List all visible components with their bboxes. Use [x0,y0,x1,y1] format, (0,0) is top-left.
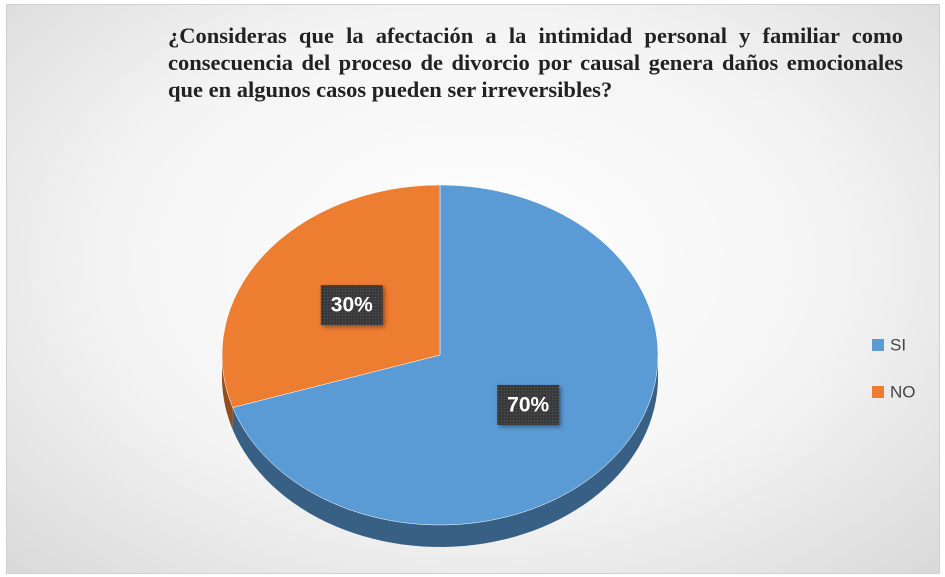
data-label: 30% [331,294,373,317]
legend-swatch [872,386,884,398]
slice-side [222,355,233,430]
legend-label: SI [890,335,906,354]
label-box [497,384,560,425]
label-box [320,285,383,326]
legend-swatch [872,339,884,351]
legend-label: NO [890,382,916,401]
chart-title: ¿Consideras que la afectación a la intim… [168,23,903,102]
pie-slice [232,184,659,526]
data-label: 70% [507,394,549,417]
